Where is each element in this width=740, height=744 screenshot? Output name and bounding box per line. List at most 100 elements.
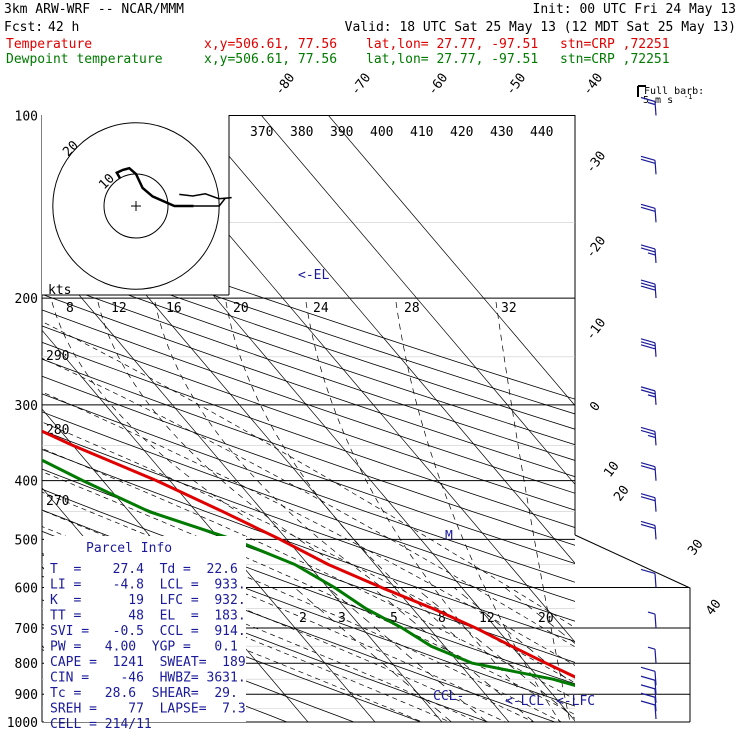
speed-label-16: 16 [166,301,182,316]
lfc-marker: <-LFC [556,694,595,709]
pressure-label-200: 200 [15,292,38,307]
speed-guide-5 [395,301,561,722]
wind-barb-staff [654,101,657,116]
wind-barb-700 [647,611,657,629]
model-title: 3km ARW-WRF -- NCAR/MMM [4,2,184,17]
dry-adiabat-410 [42,293,575,478]
wind-barb-full [640,692,656,698]
isotherm--10 [42,250,443,722]
dry-adiabat-310 [42,468,575,663]
dewpoint-xy: x,y=506.61, 77.56 [204,52,337,67]
speed-guide-3 [225,301,461,641]
dry-adiabat-300 [42,488,575,685]
dry-adiabat-430 [42,263,575,446]
isotherm-30 [193,115,575,564]
theta-label-380: 380 [290,125,313,140]
mixing-ratio-label-0: 2 [299,611,307,626]
dry-adiabat-350 [42,393,575,583]
wind-barb-full [640,344,656,350]
ccl-marker: CCL- [433,689,464,704]
wind-barb-450 [640,493,657,512]
wind-barb-full [640,496,656,502]
wind-barb-full [640,206,656,212]
init-time: Init: 00 UTC Fri 24 May 13 [533,2,737,17]
frame-right-lower [574,534,691,722]
speed-label-20: 20 [233,301,249,316]
m-marker: M [445,529,453,544]
parcel-info-row-7: CIN = -46 HWBZ= 3631. [50,671,246,686]
pressure-label-500: 500 [15,533,38,548]
wind-barb-125 [640,155,657,175]
dry-adiabat-340 [42,411,575,602]
wind-barb-staff [654,431,657,446]
wind-barb-half [647,646,656,650]
theta-label-440: 440 [530,125,553,140]
pressure-label-1000: 1000 [7,716,38,731]
pressure-label-100: 100 [15,110,38,125]
wind-barb-full [640,520,656,527]
wind-barb-600 [640,568,657,588]
theta-label-370: 370 [250,125,273,140]
parcel-info-row-4: SVI = -0.5 CCL = 914. [50,624,246,639]
wind-barb-full [640,158,656,164]
mixing-ratio-label-5: 20 [538,611,554,626]
mixing-ratio-label-1: 3 [338,611,346,626]
dry-adiabat-label-2: 270 [46,494,69,509]
moist-adiabat-34 [42,321,575,629]
wind-barb-400 [640,462,657,481]
isotherm-label-0: -80 [272,71,298,99]
wind-barb-full [640,155,656,161]
parcel-info-row-6: CAPE = 1241 SWEAT= 189 [50,655,246,670]
temperature-profile [42,429,575,679]
isotherm-label-11: 30 [685,537,706,559]
hodograph-trace-lower [115,166,194,208]
hodograph-trace-upper [179,193,232,207]
barb-legend-line2: 5 m s [643,95,673,106]
wind-barb-300 [640,386,657,405]
parcel-info-row-3: TT = 48 EL = 183. [50,609,246,624]
wind-barb-full [640,429,656,436]
parcel-info-row-0: T = 27.4 Td = 22.6 [50,562,238,577]
wind-barb-990 [640,700,657,720]
pressure-label-400: 400 [15,475,38,490]
wind-barb-full [640,462,656,468]
moist-adiabat-26 [42,391,575,666]
wind-barb-staff [654,284,657,299]
isotherm-label-1: -70 [348,71,374,99]
wind-barb-staff [654,649,657,664]
hodograph-kts-label: kts [48,283,71,298]
barb-legend-line1: Full barb: [644,86,704,97]
wind-barb-half [647,101,656,106]
dry-adiabat-420 [42,278,575,461]
mixing-ratio-label-2: 5 [390,611,398,626]
theta-label-430: 430 [490,125,513,140]
dry-adiabat-440 [42,248,575,430]
dry-adiabat-400 [42,309,575,494]
parcel-info-row-8: Tc = 28.6 SHEAR= 29. [50,686,238,701]
mixing-ratio-label-4: 12 [479,611,495,626]
wind-barb-100 [640,96,657,116]
wind-barb-half [647,394,656,398]
wind-barb-930 [640,684,657,703]
mixing-ratio-3 [327,587,488,722]
isotherm-label-2: -60 [425,71,451,99]
dry-adiabat-370 [42,358,575,546]
mixing-ratio-label-3: 8 [438,611,446,626]
wind-barb-full [640,465,656,471]
wind-barb-full [640,666,656,672]
dry-adiabat-320 [42,449,575,642]
wind-barb-full [640,247,656,253]
pressure-label-800: 800 [15,657,38,672]
temperature-station: stn=CRP ,72251 [560,37,670,52]
barb-legend-unit-exponent: -1 [684,93,692,101]
wind-barb-staff [654,614,657,629]
parcel-info-row-5: PW = 4.00 YGP = 0.1 [50,640,238,655]
wind-barb-full [640,675,656,681]
barb-legend: Full barb: 5 m s -1 [637,85,704,106]
pressure-label-700: 700 [15,622,38,637]
wind-barb-staff [654,671,657,686]
wind-barb-full [640,684,656,690]
speed-guide-4 [305,301,521,691]
speed-guide-1 [97,301,331,561]
